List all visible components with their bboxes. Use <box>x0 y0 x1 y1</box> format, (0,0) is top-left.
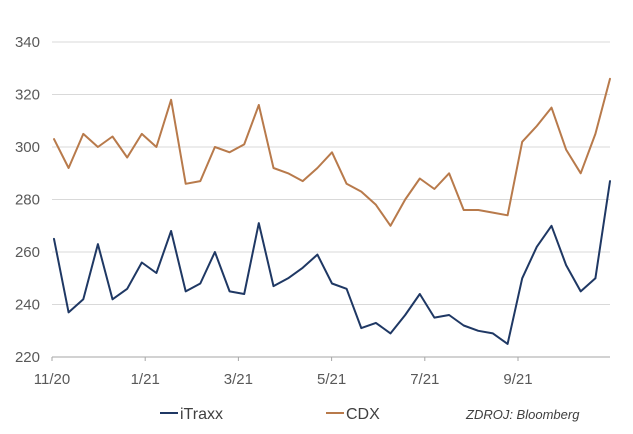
x-tick-label: 11/20 <box>34 371 70 388</box>
y-tick-label: 240 <box>15 297 40 314</box>
legend-label-cdx: CDX <box>346 406 380 423</box>
y-tick-label: 220 <box>15 349 40 366</box>
x-tick-label: 9/21 <box>503 371 532 388</box>
y-tick-label: 280 <box>15 192 40 209</box>
x-tick-label: 7/21 <box>410 371 439 388</box>
y-tick-label: 320 <box>15 87 40 104</box>
x-tick-label: 5/21 <box>317 371 346 388</box>
legend-label-itraxx: iTraxx <box>180 406 223 423</box>
gridlines <box>52 41 610 358</box>
x-axis-ticks: 11/20 1/21 3/21 5/21 7/21 9/21 <box>34 357 533 388</box>
y-tick-label: 260 <box>15 244 40 261</box>
x-tick-label: 3/21 <box>224 371 253 388</box>
legend: iTraxx CDX <box>160 406 380 423</box>
series-lines <box>53 77 611 345</box>
series-line-itraxx <box>53 180 611 345</box>
y-tick-label: 340 <box>15 34 40 51</box>
y-axis-ticks: 220 240 260 280 300 320 340 <box>15 34 40 366</box>
y-tick-label: 300 <box>15 139 40 156</box>
x-tick-label: 1/21 <box>131 371 160 388</box>
source-note: ZDROJ: Bloomberg <box>465 407 580 422</box>
series-line-cdx <box>53 77 611 227</box>
